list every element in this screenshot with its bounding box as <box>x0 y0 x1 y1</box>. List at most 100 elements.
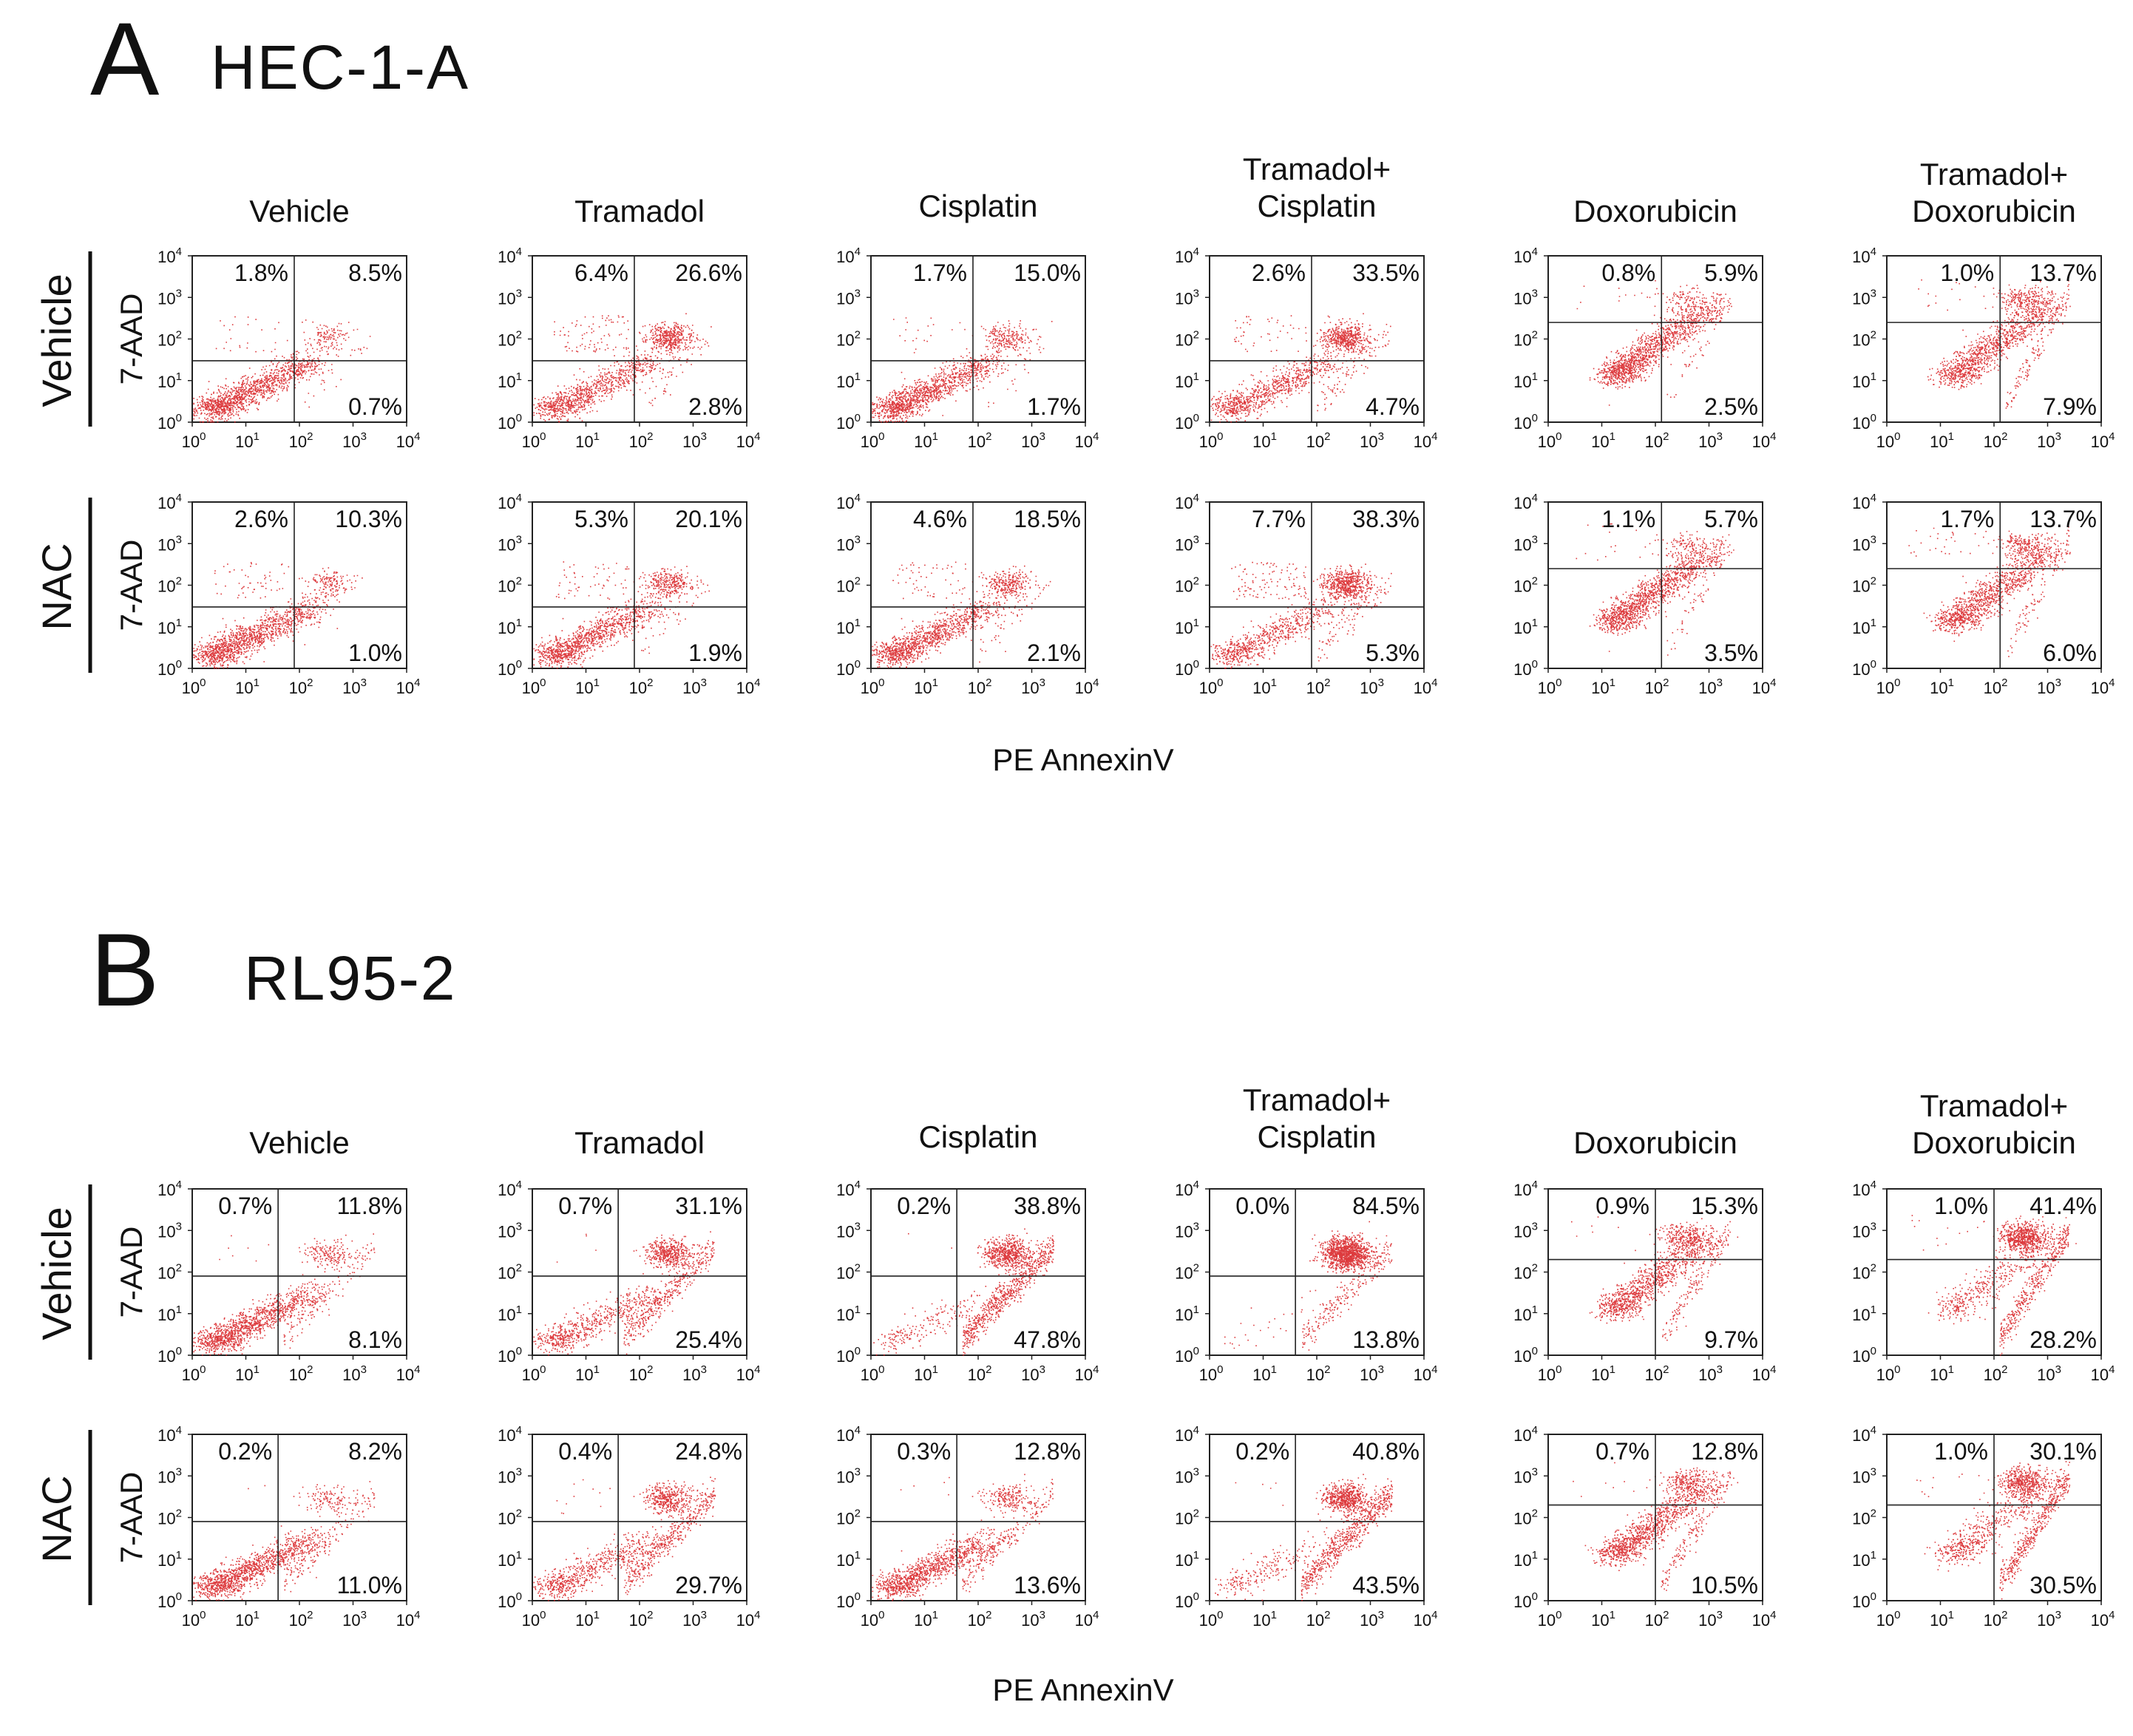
y-tick-label: 102 <box>1852 1508 1876 1528</box>
column-title: Tramadol <box>574 1125 705 1160</box>
quadrant-lower-right-label: 43.5% <box>1352 1572 1420 1598</box>
x-tick-label: 100 <box>1876 430 1901 451</box>
y-tick-label: 101 <box>836 617 861 637</box>
y-tick-label: 100 <box>498 658 522 679</box>
x-tick-label: 103 <box>1021 430 1045 451</box>
x-tick-label: 100 <box>1199 1363 1224 1384</box>
y-tick-label: 104 <box>1852 1179 1876 1199</box>
x-tick-label: 101 <box>1930 1363 1954 1384</box>
column-title: Tramadol+ <box>1243 152 1391 186</box>
quadrant-upper-left-label: 1.1% <box>1601 506 1655 532</box>
x-tick-label: 102 <box>1984 1609 2008 1630</box>
quadrant-upper-left-label: 0.0% <box>1235 1193 1289 1219</box>
y-tick-label: 102 <box>157 1262 182 1283</box>
x-tick-label: 104 <box>2091 1363 2115 1384</box>
y-tick-label: 101 <box>498 1549 522 1570</box>
column-title: Cisplatin <box>918 189 1037 223</box>
y-tick-label: 103 <box>836 1465 861 1486</box>
x-tick-label: 104 <box>1752 430 1777 451</box>
x-tick-label: 101 <box>1252 677 1277 697</box>
quadrant-upper-left-label: 0.2% <box>1235 1438 1289 1465</box>
dot-plot: 0.9% 15.3% 9.7% 100 101 102 103 104 100 101 102 103… <box>1513 1179 1776 1384</box>
y-tick-label: 102 <box>157 575 182 596</box>
y-tick-label: 100 <box>498 1345 522 1366</box>
x-tick-label: 100 <box>522 677 546 697</box>
y-tick-label: 103 <box>157 287 182 308</box>
x-tick-label: 102 <box>968 677 992 697</box>
y-axis-label: 7-AAD <box>114 1472 149 1564</box>
column-title: Tramadol <box>574 194 705 228</box>
y-axis-label: 7-AAD <box>114 540 149 631</box>
quadrant-upper-left-label: 5.3% <box>574 506 628 532</box>
x-tick-label: 103 <box>1360 1363 1384 1384</box>
dot-plot: 2.6% 33.5% 4.7% 100 101 102 103 104 100 101 102 103… <box>1175 245 1437 451</box>
quadrant-upper-left-label: 0.4% <box>558 1438 612 1465</box>
x-tick-label: 100 <box>522 1363 546 1384</box>
quadrant-lower-right-label: 13.8% <box>1352 1326 1420 1353</box>
y-tick-label: 101 <box>836 1549 861 1570</box>
quadrant-lower-right-label: 10.5% <box>1691 1572 1758 1598</box>
x-axis-title: PE AnnexinV <box>992 742 1173 777</box>
scatter-points <box>872 1474 1054 1601</box>
y-tick-label: 101 <box>157 1549 182 1570</box>
quadrant-upper-left-label: 1.0% <box>1934 1438 1988 1465</box>
x-tick-label: 103 <box>1360 430 1384 451</box>
x-tick-label: 104 <box>736 1363 761 1384</box>
quadrant-lower-right-label: 5.3% <box>1366 640 1420 666</box>
x-tick-label: 100 <box>861 1609 885 1630</box>
x-tick-label: 101 <box>1930 430 1954 451</box>
quadrant-lower-right-label: 2.5% <box>1704 393 1758 420</box>
y-tick-label: 104 <box>498 245 522 266</box>
scatter-points <box>193 1233 376 1356</box>
scatter-points <box>1918 279 2071 409</box>
quadrant-upper-left-label: 0.7% <box>1595 1438 1649 1465</box>
x-tick-label: 104 <box>1414 430 1438 451</box>
scatter-points <box>872 317 1053 423</box>
x-tick-label: 102 <box>1645 430 1669 451</box>
x-tick-label: 100 <box>861 430 885 451</box>
x-tick-label: 101 <box>1252 1363 1277 1384</box>
dot-plot: 0.4% 24.8% 29.7% 100 101 102 103 104 100 101 102 10… <box>498 1424 760 1630</box>
y-tick-label: 104 <box>498 1424 522 1445</box>
y-tick-label: 104 <box>157 492 182 512</box>
y-tick-label: 104 <box>1175 1179 1199 1199</box>
quadrant-upper-right-label: 33.5% <box>1352 260 1420 286</box>
x-tick-label: 101 <box>1252 1609 1277 1630</box>
scatter-points <box>873 1228 1055 1356</box>
y-tick-label: 102 <box>1513 1508 1538 1528</box>
dot-plot: 1.1% 5.7% 3.5% 100 101 102 103 104 100 101 102 103 1… <box>1513 492 1776 697</box>
x-tick-label: 102 <box>1984 430 2008 451</box>
dot-plot: 6.4% 26.6% 2.8% 100 101 102 103 104 100 101 102 103… <box>498 245 760 451</box>
panel-letter: B <box>90 912 159 1028</box>
y-tick-label: 102 <box>1175 575 1199 596</box>
row-nac: NAC 0.2% 8.2% 11.0% 100 101 102 103 104 100 101 102… <box>33 1424 2115 1630</box>
quadrant-lower-right-label: 1.0% <box>348 640 402 666</box>
y-tick-label: 100 <box>836 658 861 679</box>
dot-plot: 1.0% 13.7% 7.9% 100 101 102 103 104 100 101 102 103… <box>1852 245 2115 451</box>
x-tick-label: 102 <box>1645 677 1669 697</box>
y-tick-label: 103 <box>1852 1220 1876 1241</box>
quadrant-upper-right-label: 8.2% <box>348 1438 402 1465</box>
x-tick-label: 102 <box>289 1609 313 1630</box>
x-tick-label: 103 <box>342 677 367 697</box>
y-tick-label: 104 <box>1175 1424 1199 1445</box>
y-tick-label: 101 <box>836 370 861 391</box>
y-tick-label: 100 <box>1175 412 1199 433</box>
x-tick-label: 102 <box>629 677 654 697</box>
cell-line-title: RL95-2 <box>244 943 457 1013</box>
dot-plot: 1.0% 30.1% 30.5% 100 101 102 103 104 100 101 102 10… <box>1852 1424 2115 1630</box>
dot-plot: 7.7% 38.3% 5.3% 100 101 102 103 104 100 101 102 103… <box>1175 492 1437 697</box>
quadrant-upper-left-label: 0.7% <box>218 1193 272 1219</box>
y-tick-label: 103 <box>157 1220 182 1241</box>
quadrant-upper-right-label: 12.8% <box>1691 1438 1758 1465</box>
quadrant-upper-right-label: 38.8% <box>1014 1193 1081 1219</box>
scatter-points <box>1215 1474 1393 1601</box>
row-label: NAC <box>33 1475 80 1562</box>
x-tick-label: 104 <box>1075 1609 1099 1630</box>
scatter-points <box>1916 1461 2071 1600</box>
y-tick-label: 100 <box>157 1345 182 1366</box>
y-tick-label: 101 <box>157 370 182 391</box>
x-tick-label: 101 <box>914 677 938 697</box>
x-tick-label: 101 <box>575 1363 600 1384</box>
